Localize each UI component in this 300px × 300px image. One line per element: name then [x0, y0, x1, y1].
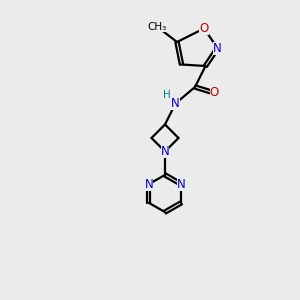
Text: N: N — [213, 41, 222, 55]
Text: N: N — [144, 178, 153, 191]
Text: N: N — [177, 178, 186, 191]
Text: CH₃: CH₃ — [148, 22, 167, 32]
Text: O: O — [200, 22, 208, 35]
Text: H: H — [163, 89, 171, 100]
Text: O: O — [210, 86, 219, 100]
Text: N: N — [160, 145, 169, 158]
Text: N: N — [171, 97, 180, 110]
